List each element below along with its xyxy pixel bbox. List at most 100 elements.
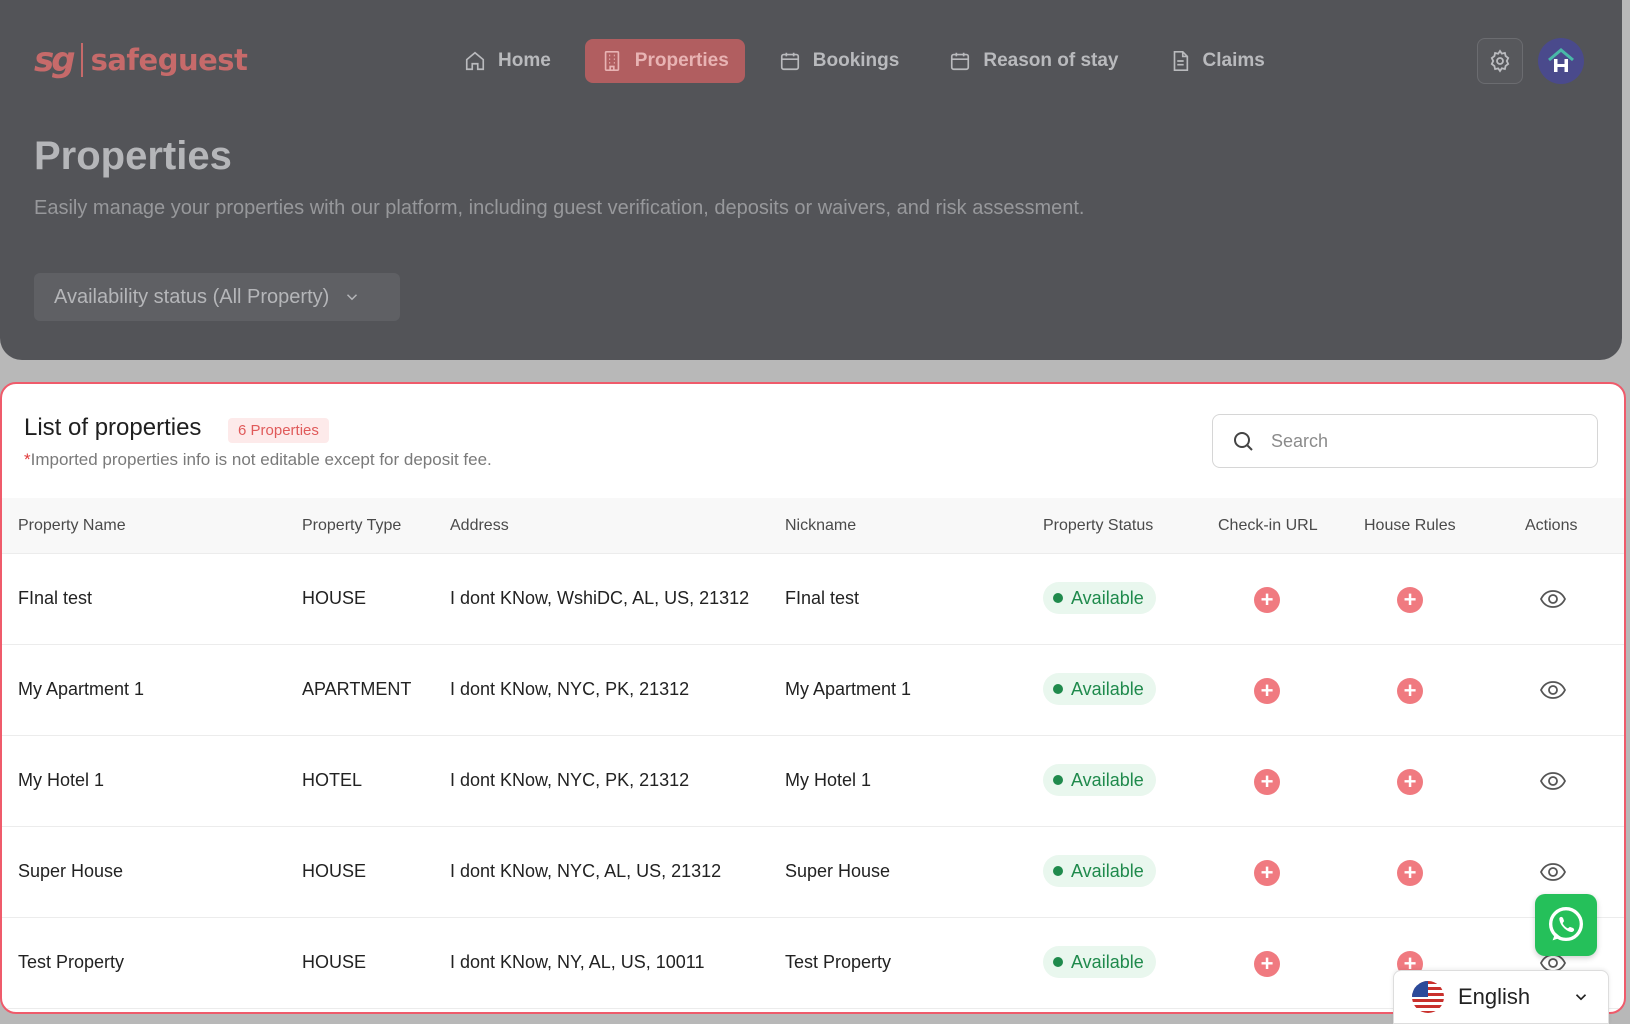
nav-bookings[interactable]: Bookings (763, 39, 916, 83)
status-label: Available (1071, 678, 1144, 699)
add-checkin-url-button[interactable]: + (1254, 951, 1280, 977)
view-property-button[interactable] (1539, 860, 1567, 884)
nav-properties[interactable]: Properties (584, 39, 745, 83)
document-icon (1173, 51, 1188, 71)
status-dot (1053, 593, 1063, 603)
page-subtitle: Easily manage your properties with our p… (34, 197, 1085, 219)
chevron-down-icon (347, 294, 358, 301)
table-row[interactable]: My Hotel 1 HOTEL I dont KNow, NYC, PK, 213… (2, 736, 1624, 827)
status-dot (1053, 775, 1063, 785)
nav-bookings-label: Bookings (812, 50, 900, 71)
whatsapp-button[interactable] (1535, 894, 1597, 956)
add-checkin-url-button[interactable]: + (1254, 678, 1280, 704)
column-header[interactable]: Property Status (1043, 517, 1154, 534)
user-avatar[interactable] (1538, 38, 1584, 84)
search-icon (1234, 432, 1253, 451)
search-box[interactable] (1212, 414, 1598, 468)
status-badge: Available (1043, 764, 1156, 796)
property-name: FInal test (18, 588, 93, 608)
properties-list-card: List of properties 6 Properties *Importe… (0, 382, 1626, 1014)
property-nickname: FInal test (785, 588, 860, 608)
add-house-rules-button[interactable]: + (1397, 769, 1423, 795)
nav-claims-label: Claims (1202, 50, 1265, 71)
column-header[interactable]: House Rules (1364, 517, 1456, 534)
property-address: I dont KNow, WshiDC, AL, US, 21312 (450, 588, 750, 608)
page-title: Properties (34, 134, 232, 178)
status-label: Available (1071, 860, 1144, 881)
building-icon (604, 51, 620, 71)
us-flag-icon (1412, 981, 1444, 1013)
status-badge: Available (1043, 582, 1156, 614)
home-icon (465, 51, 485, 71)
settings-button[interactable] (1477, 38, 1523, 84)
column-header[interactable]: Address (450, 517, 509, 534)
add-checkin-url-button[interactable]: + (1254, 860, 1280, 886)
status-dot (1053, 684, 1063, 694)
property-name: Test Property (18, 952, 125, 972)
list-title: List of properties (24, 414, 202, 441)
safeguest-logo[interactable]: sg safeguest (34, 40, 248, 80)
chevron-down-icon (1575, 994, 1587, 1001)
nav-reason-of-stay[interactable]: Reason of stay (933, 39, 1134, 83)
property-address: I dont KNow, NY, AL, US, 10011 (450, 952, 705, 972)
property-type: HOUSE (302, 952, 367, 972)
eye-icon (1539, 590, 1567, 608)
main-nav: Home Properties Bookings Reason of stay … (448, 39, 1281, 83)
property-nickname: My Hotel 1 (785, 770, 872, 790)
house-logo-icon (1548, 48, 1574, 72)
status-dot (1053, 957, 1063, 967)
import-note: *Imported properties info is not editabl… (24, 450, 492, 470)
eye-icon (1539, 772, 1567, 790)
eye-icon (1539, 863, 1567, 881)
view-property-button[interactable] (1539, 587, 1567, 611)
add-house-rules-button[interactable]: + (1397, 678, 1423, 704)
table-row[interactable]: Super House HOUSE I dont KNow, NYC, AL, US… (2, 827, 1624, 918)
availability-status-dropdown[interactable]: Availability status (All Property) (34, 273, 400, 321)
nav-claims[interactable]: Claims (1153, 39, 1281, 83)
property-type: HOTEL (302, 770, 363, 790)
logo-text: safeguest (90, 43, 248, 77)
add-checkin-url-button[interactable]: + (1254, 587, 1280, 613)
property-type: HOUSE (302, 861, 367, 881)
page-header: sg safeguest Home Properties Bookings Re… (0, 0, 1622, 360)
property-address: I dont KNow, NYC, PK, 21312 (450, 770, 690, 790)
properties-count-badge: 6 Properties (228, 418, 329, 443)
nav-home[interactable]: Home (448, 39, 567, 83)
add-house-rules-button[interactable]: + (1397, 860, 1423, 886)
column-header[interactable]: Nickname (785, 517, 857, 534)
column-header[interactable]: Property Name (18, 517, 126, 534)
property-name: Super House (18, 861, 124, 881)
language-selector[interactable]: English (1393, 970, 1609, 1024)
table-row[interactable]: FInal test HOUSE I dont KNow, WshiDC, AL, … (2, 554, 1624, 645)
status-label: Available (1071, 769, 1144, 790)
column-header[interactable]: Property Type (302, 517, 402, 534)
logo-divider (80, 43, 83, 77)
status-badge: Available (1043, 946, 1156, 978)
status-label: Available (1071, 951, 1144, 972)
add-checkin-url-button[interactable]: + (1254, 769, 1280, 795)
calendar-icon (951, 52, 970, 71)
nav-reason-of-stay-label: Reason of stay (983, 50, 1119, 71)
view-property-button[interactable] (1539, 678, 1567, 702)
availability-status-label: Availability status (All Property) (54, 285, 330, 308)
column-header[interactable]: Actions (1525, 517, 1578, 534)
status-label: Available (1071, 587, 1144, 608)
column-header[interactable]: Check-in URL (1218, 517, 1318, 534)
property-type: APARTMENT (302, 679, 412, 699)
import-note-text: Imported properties info is not editable… (30, 450, 492, 469)
property-address: I dont KNow, NYC, PK, 21312 (450, 679, 690, 699)
nav-home-label: Home (498, 50, 551, 71)
nav-properties-label: Properties (634, 50, 729, 71)
table-row[interactable]: My Apartment 1 APARTMENT I dont KNow, NYC,… (2, 645, 1624, 736)
calendar-icon (780, 52, 799, 71)
table-row[interactable]: Test Property HOUSE I dont KNow, NY, AL, U… (2, 918, 1624, 1009)
status-dot (1053, 866, 1063, 876)
property-nickname: Test Property (785, 952, 892, 972)
search-input[interactable] (1271, 430, 1571, 452)
view-property-button[interactable] (1539, 769, 1567, 793)
add-house-rules-button[interactable]: + (1397, 587, 1423, 613)
property-name: My Hotel 1 (18, 770, 105, 790)
whatsapp-icon (1548, 907, 1584, 942)
property-name: My Apartment 1 (18, 679, 145, 699)
required-star: * (24, 450, 31, 469)
